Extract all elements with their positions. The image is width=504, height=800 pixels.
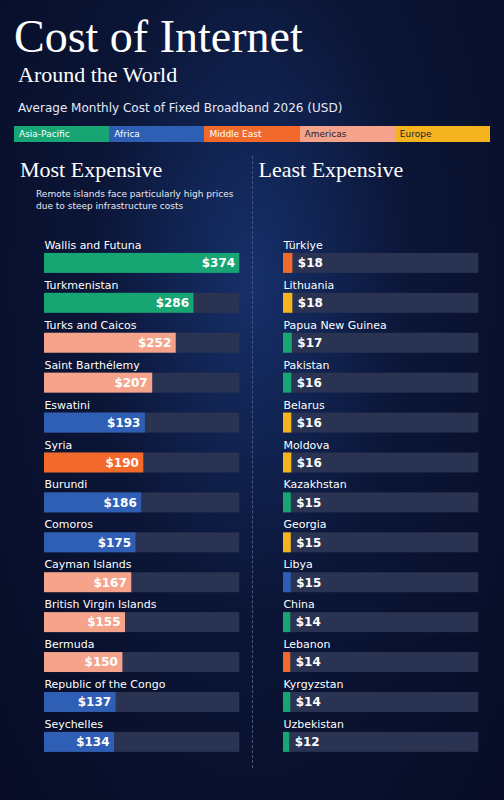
svg-text:Lithuania: Lithuania [283,279,334,292]
svg-text:Syria: Syria [44,439,72,452]
svg-text:$134: $134 [76,735,109,749]
svg-text:$190: $190 [105,456,138,470]
svg-text:China: China [283,598,314,611]
svg-text:$150: $150 [85,655,118,669]
svg-text:Seychelles: Seychelles [44,718,103,731]
html-text:Around the World: Around the World [18,62,178,87]
svg-text:$207: $207 [114,376,147,390]
svg-text:$18: $18 [297,256,322,270]
svg-text:$155: $155 [87,615,120,629]
svg-text:Moldova: Moldova [283,439,329,452]
html-text:Middle East: Middle East [209,129,262,139]
svg-text:British Virgin Islands: British Virgin Islands [44,598,156,611]
svg-text:$15: $15 [296,496,321,510]
svg-text:Türkiye: Türkiye [282,239,323,252]
svg-text:$14: $14 [295,655,320,669]
html-text:Cost of Internet: Cost of Internet [14,11,303,62]
svg-text:$286: $286 [156,296,189,310]
svg-text:Georgia: Georgia [283,518,326,531]
svg-text:Cayman Islands: Cayman Islands [44,558,131,571]
svg-text:$14: $14 [295,615,320,629]
html-text:Europe: Europe [399,129,432,139]
svg-text:Saint Barthélemy: Saint Barthélemy [44,359,140,372]
svg-text:Eswatini: Eswatini [44,399,90,412]
svg-text:$12: $12 [294,735,319,749]
svg-text:Burundi: Burundi [44,478,87,491]
svg-text:$16: $16 [296,376,321,390]
svg-text:$193: $193 [107,416,140,430]
html-text:Americas: Americas [304,129,347,139]
svg-text:Libya: Libya [283,558,312,571]
svg-text:Comoros: Comoros [44,518,93,531]
svg-text:$18: $18 [297,296,322,310]
svg-text:Uzbekistan: Uzbekistan [283,718,344,731]
html-text:Least Expensive: Least Expensive [258,157,404,182]
svg-text:$167: $167 [93,576,126,590]
svg-text:$175: $175 [98,536,131,550]
svg-text:Belarus: Belarus [283,399,325,412]
svg-text:Pakistan: Pakistan [283,359,329,372]
svg-text:Republic of the Congo: Republic of the Congo [44,678,165,691]
svg-text:$17: $17 [297,336,322,350]
svg-text:Kyrgyzstan: Kyrgyzstan [283,678,343,691]
svg-text:Turkmenistan: Turkmenistan [43,279,118,292]
svg-text:Papua New Guinea: Papua New Guinea [283,319,386,332]
svg-text:$15: $15 [296,536,321,550]
svg-text:$186: $186 [103,496,136,510]
svg-text:$16: $16 [296,416,321,430]
html-text:Africa: Africa [114,129,140,139]
svg-text:Bermuda: Bermuda [44,638,94,651]
svg-text:Lebanon: Lebanon [283,638,330,651]
svg-text:$252: $252 [138,336,171,350]
svg-text:$15: $15 [296,576,321,590]
html-text:Average Monthly Cost of Fixed: Average Monthly Cost of Fixed Broadband … [18,101,343,115]
svg-text:$14: $14 [295,695,320,709]
html-text:Most Expensive: Most Expensive [20,157,163,182]
svg-text:$16: $16 [296,456,321,470]
svg-text:$137: $137 [78,695,111,709]
html-text:Remote islands face particular: Remote islands face particularly high pr… [36,189,234,211]
html-text:Asia-Pacific: Asia-Pacific [19,129,70,139]
svg-text:Wallis and Futuna: Wallis and Futuna [44,239,141,252]
svg-text:Kazakhstan: Kazakhstan [283,478,346,491]
svg-text:$374: $374 [202,256,235,270]
svg-text:Turks and Caicos: Turks and Caicos [43,319,136,332]
